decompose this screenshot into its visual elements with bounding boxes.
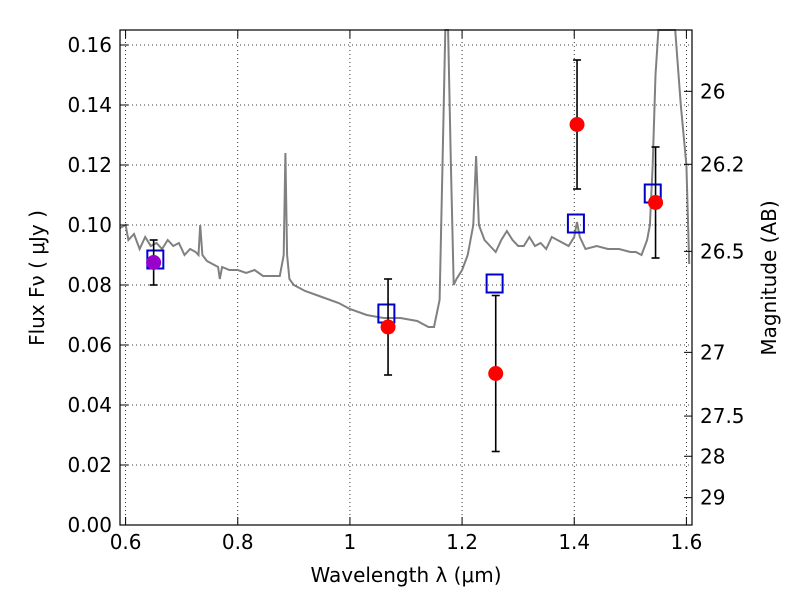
observed-point: [488, 366, 504, 381]
observed-point: [569, 117, 585, 132]
model-square-marker: [566, 213, 585, 234]
y-tick-label: 0.10: [67, 213, 112, 237]
y-tick-label: 0.02: [67, 453, 112, 477]
model-spectrum-line: [119, 29, 691, 328]
mag-tick-label: 27.5: [700, 404, 745, 428]
observed-point: [146, 255, 162, 270]
y-tick-label: 0.06: [67, 333, 112, 357]
mag-tick-label: 26.5: [700, 239, 745, 263]
observed-point: [380, 319, 396, 335]
mag-tick-label: 28: [700, 444, 725, 468]
mag-tick-label: 26: [700, 79, 725, 103]
y-tick-label: 0.12: [67, 153, 112, 177]
plot-frame: [119, 29, 693, 526]
y-tick-label: 0.16: [67, 33, 112, 57]
y-tick-label: 0.04: [67, 393, 112, 417]
spectrum-layer: [119, 29, 691, 328]
model-square-marker: [485, 273, 504, 294]
x-tick-label: 0.6: [110, 530, 142, 554]
x-tick-label: 0.8: [222, 530, 254, 554]
mag-tick-label: 29: [700, 486, 725, 510]
grid: [120, 30, 692, 525]
y-tick-label: 0.14: [67, 93, 112, 117]
axis-ticks: 0.6 0.8 1 1.2 1.4 1.6 0.00 0.02 0.04 0.06 0.08 0.10…: [67, 30, 745, 554]
observed-point: [648, 195, 664, 210]
x-tick-label: 1: [344, 530, 357, 554]
y-tick-label: 0.08: [67, 273, 112, 297]
y-axis-label: Flux Fν ( μJy ): [25, 210, 49, 346]
y2-axis-label: Magnitude (AB): [757, 200, 781, 355]
x-tick-label: 1.6: [670, 530, 702, 554]
y-tick-label: 0.00: [67, 513, 112, 537]
points-layer: [146, 59, 664, 453]
x-tick-label: 1.2: [446, 530, 478, 554]
x-axis-label: Wavelength λ (μm): [310, 563, 501, 587]
mag-tick-label: 26.2: [700, 152, 745, 176]
mag-tick-label: 27: [700, 340, 725, 364]
x-tick-label: 1.4: [558, 530, 590, 554]
